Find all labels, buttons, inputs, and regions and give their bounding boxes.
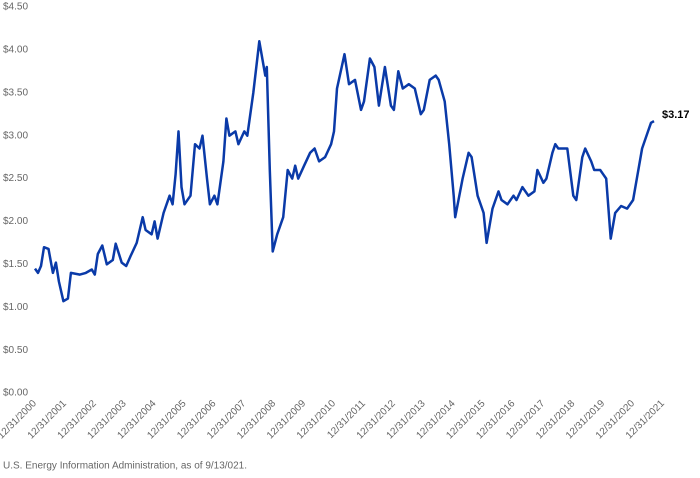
y-tick-label: $2.50 bbox=[3, 173, 28, 184]
y-tick-label: $4.00 bbox=[3, 45, 28, 56]
y-tick-label: $0.00 bbox=[3, 388, 28, 399]
y-tick-label: $1.50 bbox=[3, 259, 28, 270]
price-line bbox=[33, 40, 655, 303]
source-note: U.S. Energy Information Administration, … bbox=[3, 461, 247, 472]
end-value-label: $3.17 bbox=[662, 109, 690, 121]
y-tick-label: $3.00 bbox=[3, 130, 28, 141]
y-tick-label: $1.00 bbox=[3, 302, 28, 313]
y-tick-label: $0.50 bbox=[3, 345, 28, 356]
y-tick-label: $2.00 bbox=[3, 216, 28, 227]
y-tick-label: $3.50 bbox=[3, 87, 28, 98]
y-tick-label: $4.50 bbox=[3, 2, 28, 13]
